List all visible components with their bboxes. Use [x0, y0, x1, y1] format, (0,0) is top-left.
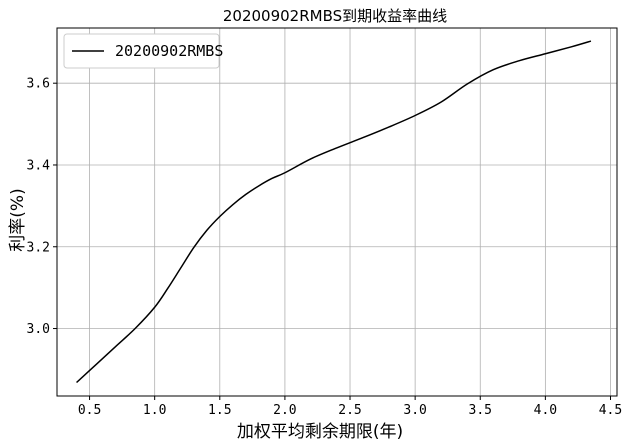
legend: 20200902RMBS — [63, 33, 223, 69]
y-tick-label: 3.0 — [27, 322, 50, 337]
x-tick-label: 1.0 — [143, 403, 166, 418]
x-tick-label: 4.5 — [599, 403, 622, 418]
y-axis-label: 利率(%) — [8, 188, 28, 251]
x-tick-label: 1.5 — [208, 403, 231, 418]
legend-box — [63, 33, 220, 69]
x-tick-label: 3.5 — [469, 403, 492, 418]
y-tick-label: 3.2 — [27, 240, 50, 255]
y-tick-label: 3.4 — [27, 158, 51, 173]
x-tick-label: 0.5 — [78, 403, 101, 418]
x-tick-label: 3.0 — [403, 403, 426, 418]
legend-entry-label: 20200902RMBS — [115, 42, 223, 60]
chart-title: 20200902RMBS到期收益率曲线 — [223, 7, 447, 25]
x-tick-label: 2.5 — [338, 403, 361, 418]
x-axis-label: 加权平均剩余期限(年) — [237, 422, 403, 442]
x-tick-label: 4.0 — [534, 403, 557, 418]
plot-frame — [56, 27, 618, 397]
grid — [57, 28, 617, 396]
series-layer — [76, 40, 592, 384]
y-tick-label: 3.6 — [27, 77, 50, 92]
x-axis-ticks: 0.5 1.0 1.5 2.0 2.5 3.0 3.5 4.0 4.5 — [78, 396, 622, 418]
x-tick-label: 2.0 — [273, 403, 296, 418]
y-axis-ticks: 3.0 3.2 3.4 3.6 — [27, 77, 57, 337]
series-line — [76, 40, 592, 384]
